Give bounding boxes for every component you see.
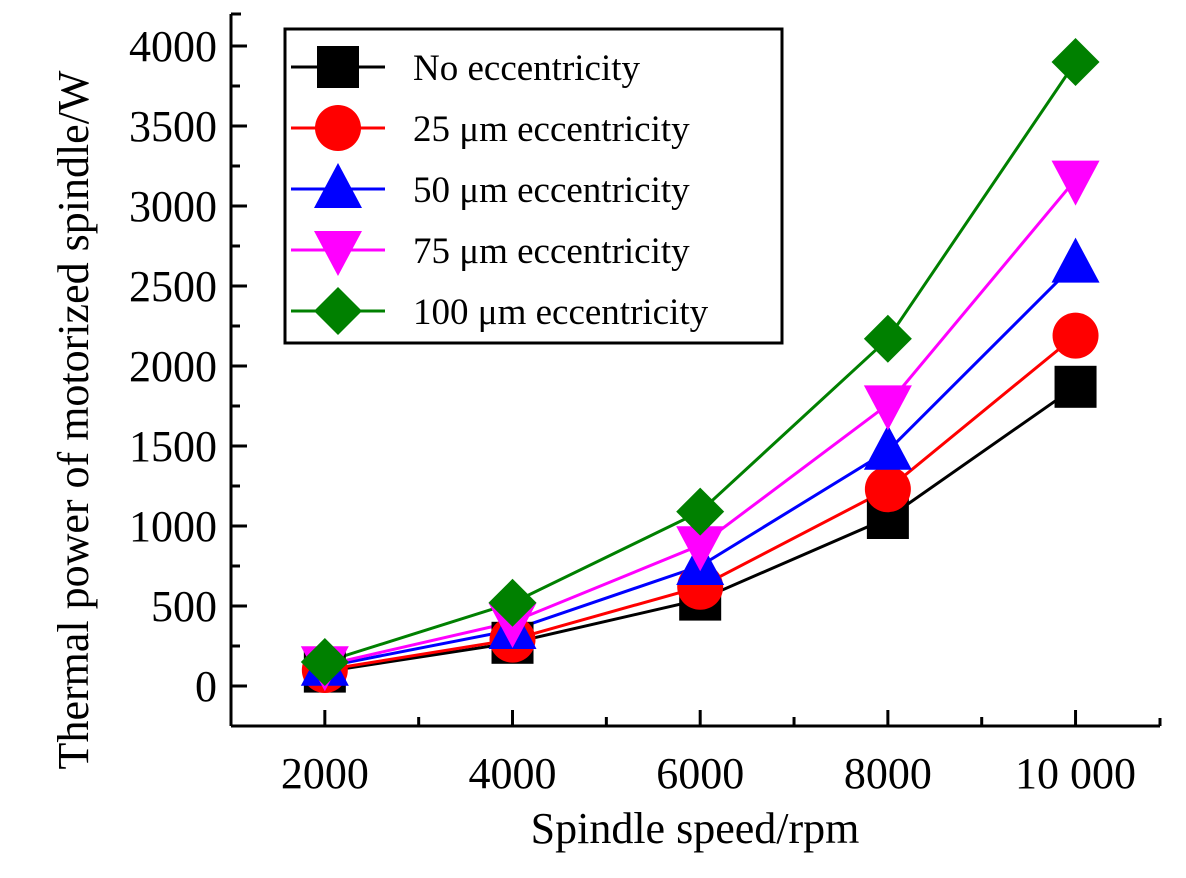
legend-marker-triangle-up — [314, 163, 362, 208]
series-markers — [300, 38, 1100, 693]
data-point-diamond — [300, 638, 349, 686]
y-tick-label: 0 — [195, 662, 217, 711]
legend-label: 25 μm eccentricity — [413, 109, 690, 150]
data-point-diamond — [488, 578, 537, 627]
y-tick-label: 2000 — [129, 342, 217, 391]
legend-label: 50 μm eccentricity — [413, 170, 690, 211]
legend-item: 75 μm eccentricity — [291, 231, 690, 276]
data-point-triangle-down — [676, 526, 725, 572]
data-point-circle — [1052, 312, 1099, 359]
legend-box — [283, 27, 784, 345]
legend-label: 75 μm eccentricity — [413, 231, 690, 272]
legend-label: No eccentricity — [413, 48, 641, 89]
data-point-triangle-down — [1051, 160, 1100, 206]
ticks: 0 500 1000 1500 2000 2500 3000 3500 4000 2000 4000… — [129, 22, 1136, 798]
data-point-triangle-up — [1051, 237, 1100, 283]
y-tick-label: 4000 — [129, 22, 217, 71]
y-tick-label: 1000 — [129, 502, 217, 551]
y-tick-label: 2500 — [129, 262, 217, 311]
legend-marker-triangle-down — [314, 231, 362, 276]
y-tick-label: 3500 — [129, 102, 217, 151]
y-tick-label: 1500 — [129, 422, 217, 471]
x-tick-label: 10 000 — [1015, 749, 1136, 798]
legend-item: 25 μm eccentricity — [291, 105, 690, 151]
data-point-triangle-down — [863, 385, 912, 431]
legend-item: 50 μm eccentricity — [291, 163, 690, 211]
x-tick-label: 8000 — [844, 749, 932, 798]
legend-label: 100 μm eccentricity — [413, 292, 709, 333]
legend-item: 100 μm eccentricity — [291, 287, 709, 335]
y-tick-label: 3000 — [129, 182, 217, 231]
legend-marker-diamond — [314, 287, 362, 335]
x-tick-label: 2000 — [281, 749, 369, 798]
x-tick-label: 6000 — [656, 749, 744, 798]
data-point-square — [1054, 365, 1097, 408]
data-point-diamond — [676, 487, 725, 536]
x-tick-label: 4000 — [469, 749, 557, 798]
y-tick-label: 500 — [151, 582, 217, 631]
data-point-diamond — [1051, 38, 1100, 86]
data-point-triangle-up — [863, 424, 912, 470]
legend-marker-circle — [315, 105, 361, 151]
legend: No eccentricity 25 μm eccentricity 50 μm e… — [283, 27, 784, 345]
data-point-diamond — [863, 314, 912, 363]
legend-marker-square — [317, 46, 359, 88]
data-point-circle — [864, 466, 911, 513]
y-axis-title: Thermal power of motorized spindle/W — [49, 70, 98, 769]
legend-item: No eccentricity — [291, 46, 641, 89]
x-axis-title: Spindle speed/rpm — [531, 804, 860, 853]
